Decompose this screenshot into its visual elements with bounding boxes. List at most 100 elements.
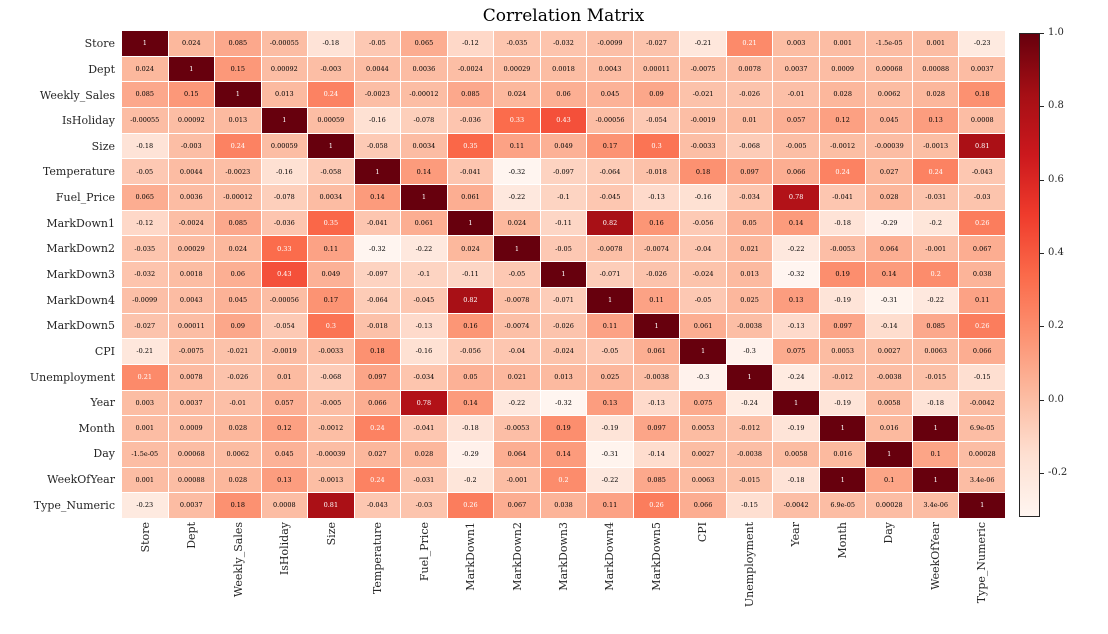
heatmap-cell: 0.067 <box>494 493 540 518</box>
heatmap-cell: 0.00059 <box>261 133 308 159</box>
heatmap-cell: 0.26 <box>959 313 1005 339</box>
heatmap-cell: -0.031 <box>912 185 959 210</box>
heatmap-cell: 0.01 <box>261 364 308 390</box>
heatmap-cell: -0.22 <box>401 236 447 262</box>
heatmap-cell: 0.0034 <box>308 185 354 210</box>
heatmap-cell: 0.16 <box>447 313 494 339</box>
heatmap-cell: -0.15 <box>959 364 1005 390</box>
heatmap-cell: -0.0099 <box>122 287 168 313</box>
heatmap-cell: -0.22 <box>494 390 540 416</box>
heatmap-cell: 0.13 <box>773 287 819 313</box>
heatmap-cell: 0.11 <box>959 287 1005 313</box>
heatmap-cell: 0.24 <box>354 416 401 441</box>
heatmap-cell: 0.016 <box>819 441 866 467</box>
chart-title: Correlation Matrix <box>482 6 645 26</box>
heatmap-cell: 0.0058 <box>773 441 819 467</box>
heatmap-cell: -0.054 <box>261 313 308 339</box>
heatmap-cell: 0.78 <box>773 185 819 210</box>
heatmap-cell: 0.085 <box>215 31 261 56</box>
y-tick-label: Type_Numeric <box>33 498 115 512</box>
heatmap-cell: -0.058 <box>308 159 354 185</box>
heatmap-cell: 0.05 <box>447 364 494 390</box>
heatmap-cell: 0.0044 <box>168 159 215 185</box>
heatmap-cell: 0.085 <box>633 467 680 493</box>
x-tick-label: WeekOfYear <box>928 522 942 590</box>
heatmap-cell: 0.066 <box>680 493 726 518</box>
heatmap-cell: 0.085 <box>912 313 959 339</box>
heatmap-cell: -0.0019 <box>680 108 726 133</box>
heatmap-cell: -0.045 <box>587 185 633 210</box>
heatmap-cell: -0.00056 <box>261 287 308 313</box>
heatmap-cell: 0.013 <box>215 108 261 133</box>
heatmap-cell: 1 <box>122 31 168 56</box>
heatmap-cell: 0.0008 <box>261 493 308 518</box>
heatmap-cell: -0.026 <box>633 262 680 287</box>
heatmap-cell: -0.03 <box>401 493 447 518</box>
heatmap-cell: 0.3 <box>633 133 680 159</box>
heatmap-cell: 0.045 <box>866 108 912 133</box>
heatmap-cell: 0.00028 <box>959 441 1005 467</box>
heatmap-cell: -0.13 <box>633 390 680 416</box>
heatmap-cell: 0.43 <box>540 108 587 133</box>
heatmap-cell: 0.0018 <box>540 56 587 82</box>
heatmap-cell: 0.00068 <box>168 441 215 467</box>
heatmap-cell: 0.0043 <box>168 287 215 313</box>
heatmap-cell: 0.038 <box>540 493 587 518</box>
heatmap-cell: -0.0024 <box>447 56 494 82</box>
heatmap-cell: -0.29 <box>447 441 494 467</box>
heatmap-cell: 0.001 <box>819 31 866 56</box>
heatmap-cell: 0.024 <box>494 82 540 108</box>
heatmap-cell: 0.19 <box>540 416 587 441</box>
heatmap-cell: -0.16 <box>680 185 726 210</box>
heatmap-cell: 1 <box>912 467 959 493</box>
heatmap-cell: -0.16 <box>261 159 308 185</box>
heatmap-cell: 0.049 <box>540 133 587 159</box>
heatmap-cell: -0.024 <box>540 339 587 364</box>
heatmap-cell: -0.32 <box>354 236 401 262</box>
heatmap-cell: -0.035 <box>122 236 168 262</box>
heatmap-cell: -0.05 <box>122 159 168 185</box>
heatmap-cell: 0.11 <box>587 313 633 339</box>
heatmap-cell: -0.0053 <box>494 416 540 441</box>
heatmap-cell: 0.06 <box>215 262 261 287</box>
heatmap-cell: 0.0078 <box>168 364 215 390</box>
heatmap-cell: -0.2 <box>912 210 959 236</box>
heatmap-cell: -0.0078 <box>587 236 633 262</box>
heatmap-cell: 0.016 <box>866 416 912 441</box>
heatmap-cell: -0.18 <box>912 390 959 416</box>
x-tick-label: MarkDown1 <box>464 522 478 591</box>
y-tick-label: MarkDown2 <box>46 242 115 256</box>
y-tick-label: Store <box>84 37 115 51</box>
heatmap-cell: 0.26 <box>633 493 680 518</box>
heatmap-cell: 0.1 <box>912 441 959 467</box>
heatmap-cell: 0.028 <box>215 467 261 493</box>
heatmap-cell: 0.097 <box>726 159 773 185</box>
heatmap-cell: -0.003 <box>308 56 354 82</box>
heatmap-cell: 0.066 <box>959 339 1005 364</box>
heatmap-cell: 0.0062 <box>215 441 261 467</box>
heatmap-cell: -0.3 <box>680 364 726 390</box>
heatmap-cell: 0.024 <box>168 31 215 56</box>
heatmap-cell: 0.14 <box>401 159 447 185</box>
heatmap-cell: -0.043 <box>959 159 1005 185</box>
y-tick-label: Year <box>90 396 115 410</box>
heatmap-cell: 1 <box>959 493 1005 518</box>
heatmap-cell: -0.01 <box>773 82 819 108</box>
heatmap-cell: -0.16 <box>401 339 447 364</box>
heatmap-cell: 0.0063 <box>680 467 726 493</box>
heatmap-cell: -0.22 <box>587 467 633 493</box>
colorbar-tick-mark <box>1040 473 1044 474</box>
heatmap-cell: -0.00039 <box>866 133 912 159</box>
heatmap-cell: 0.049 <box>308 262 354 287</box>
heatmap-cell: 0.038 <box>959 262 1005 287</box>
heatmap-cell: -0.0019 <box>261 339 308 364</box>
heatmap-cell: 0.0034 <box>401 133 447 159</box>
x-tick-label: Store <box>138 522 152 553</box>
x-tick-label: Weekly_Sales <box>231 522 245 598</box>
heatmap-cell: 0.1 <box>866 467 912 493</box>
heatmap-cell: 0.0018 <box>168 262 215 287</box>
heatmap-cell: -0.00012 <box>401 82 447 108</box>
colorbar-tick-label: 0.6 <box>1048 173 1064 185</box>
heatmap-cell: 0.13 <box>912 108 959 133</box>
heatmap-cell: 0.35 <box>308 210 354 236</box>
